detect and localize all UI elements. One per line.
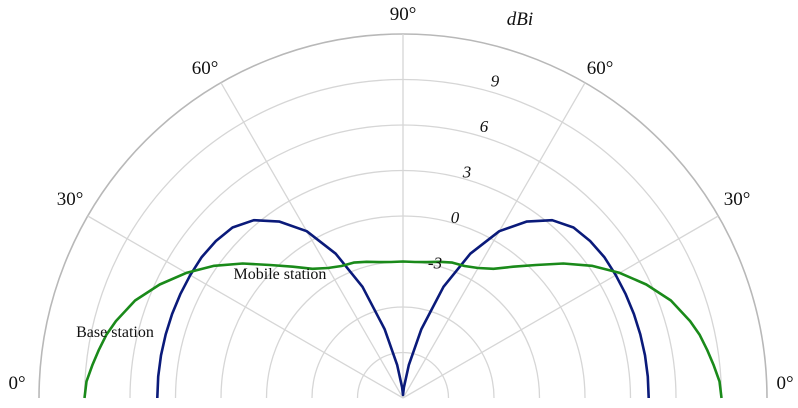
angle-label: 30° bbox=[57, 189, 84, 210]
series-line-base-station bbox=[83, 260, 723, 399]
angle-label: 30° bbox=[724, 189, 751, 210]
series-annotation: Mobile station bbox=[234, 266, 327, 283]
grid-spoke bbox=[87, 215, 404, 399]
radial-tick-label: 9 bbox=[491, 72, 500, 91]
angle-label: 0° bbox=[776, 373, 793, 394]
radial-tick-label: 3 bbox=[462, 163, 472, 182]
angle-label: 60° bbox=[587, 58, 614, 79]
labels-layer: 0° 30° 60° 90° 60° 30° 0° -3 0 3 6 9 dBi Mobile stati… bbox=[8, 4, 793, 394]
polar-grid bbox=[38, 33, 768, 399]
angle-label: 0° bbox=[8, 373, 25, 394]
grid-spoke bbox=[402, 82, 586, 399]
series-annotation: Base station bbox=[76, 324, 154, 341]
grid-spoke bbox=[402, 215, 719, 399]
series-layer bbox=[83, 218, 723, 399]
radial-tick-label: -3 bbox=[428, 254, 442, 273]
angle-label: 60° bbox=[192, 58, 219, 79]
radial-tick-label: 6 bbox=[480, 117, 489, 136]
series-line-mobile-station bbox=[156, 218, 650, 399]
grid-spoke bbox=[220, 82, 404, 399]
radial-tick-label: 0 bbox=[451, 208, 460, 227]
angle-label: 90° bbox=[390, 4, 417, 25]
radial-unit-label: dBi bbox=[507, 9, 533, 30]
